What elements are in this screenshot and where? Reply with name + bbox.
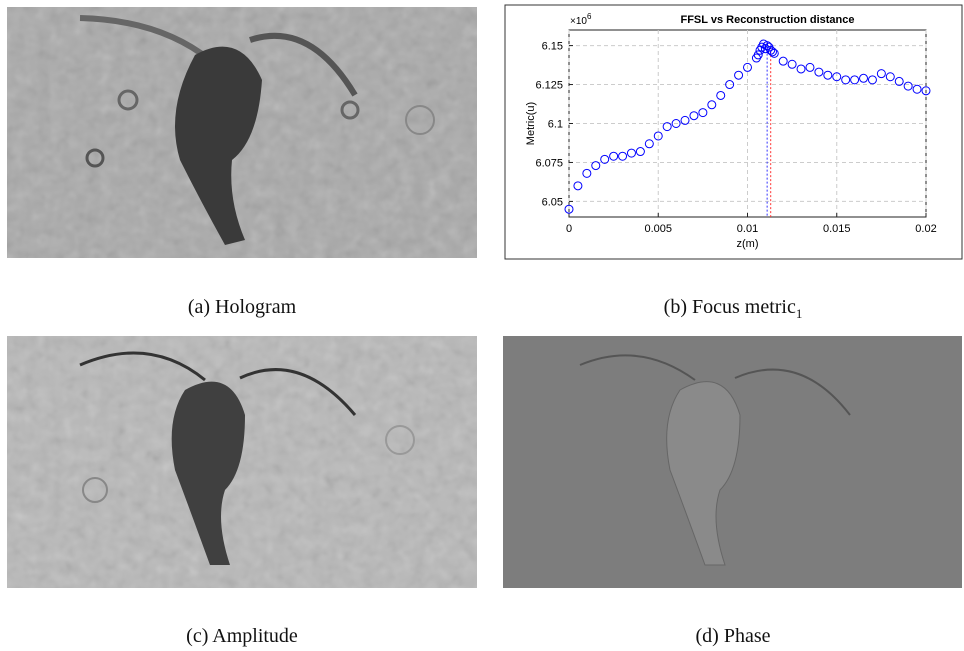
axis-multiplier: ×106	[570, 12, 592, 27]
data-point	[698, 108, 708, 118]
data-point	[867, 75, 877, 85]
caption: (c) Amplitude	[186, 625, 298, 647]
x-tick-label: 0.02	[915, 223, 936, 235]
data-point	[707, 100, 717, 110]
x-axis-label: z(m)	[737, 238, 759, 250]
x-tick-label: 0.005	[644, 223, 672, 235]
data-point	[885, 72, 895, 82]
y-tick-label: 6.1	[548, 119, 563, 131]
data-point	[680, 115, 690, 125]
hologram-image	[7, 7, 477, 258]
data-point	[850, 75, 860, 85]
data-point	[564, 204, 574, 214]
data-point	[725, 80, 735, 90]
data-point	[635, 147, 645, 157]
caption-subscript: 1	[796, 306, 803, 321]
data-point	[778, 56, 788, 66]
y-tick-label: 6.125	[535, 80, 563, 92]
x-tick-label: 0	[566, 223, 572, 235]
x-tick-label: 0.015	[823, 223, 851, 235]
y-tick-label: 6.075	[535, 157, 563, 169]
data-point	[573, 181, 583, 191]
data-point	[894, 76, 904, 86]
data-point	[753, 50, 763, 60]
data-point	[859, 73, 869, 83]
multiplier-base: ×10	[570, 16, 587, 27]
amplitude-image	[7, 336, 477, 588]
y-tick-label: 6.15	[542, 41, 563, 53]
data-point	[618, 151, 628, 161]
data-point	[662, 122, 672, 132]
chart-title: FFSL vs Reconstruction distance	[680, 14, 854, 26]
data-point	[716, 90, 726, 100]
data-point	[600, 154, 610, 164]
data-point	[689, 111, 699, 121]
data-point	[591, 161, 601, 171]
multiplier-exponent: 6	[587, 12, 592, 21]
caption: (d) Phase	[696, 625, 771, 647]
data-point	[814, 67, 824, 77]
data-point	[626, 148, 636, 158]
data-point	[671, 119, 681, 128]
caption: (a) Hologram	[188, 296, 297, 318]
data-point	[787, 59, 797, 69]
caption-text: (b) Focus metric	[664, 296, 796, 318]
y-tick-label: 6.05	[542, 196, 563, 208]
data-point	[912, 84, 922, 94]
data-point	[644, 139, 654, 149]
data-point	[823, 70, 833, 80]
data-point	[609, 151, 619, 161]
phase-image	[503, 336, 962, 588]
data-point	[582, 168, 592, 178]
data-point	[734, 70, 744, 80]
data-point	[921, 86, 931, 96]
data-point	[841, 75, 851, 85]
data-point	[832, 72, 842, 82]
data-point	[653, 131, 663, 141]
y-axis-label: Metric(u)	[525, 102, 537, 145]
data-point	[805, 62, 815, 72]
x-tick-label: 0.01	[737, 223, 758, 235]
data-point	[767, 47, 777, 57]
data-point	[796, 64, 806, 74]
caption: (b) Focus metric1	[664, 296, 803, 321]
data-point	[766, 45, 776, 55]
chart: 0 0.005 0.01 0.015 0.02 6.05 6.075 6.1 6.125 6.15…	[525, 12, 937, 250]
data-point	[743, 62, 752, 72]
data-point	[876, 69, 886, 79]
data-point	[903, 81, 913, 91]
